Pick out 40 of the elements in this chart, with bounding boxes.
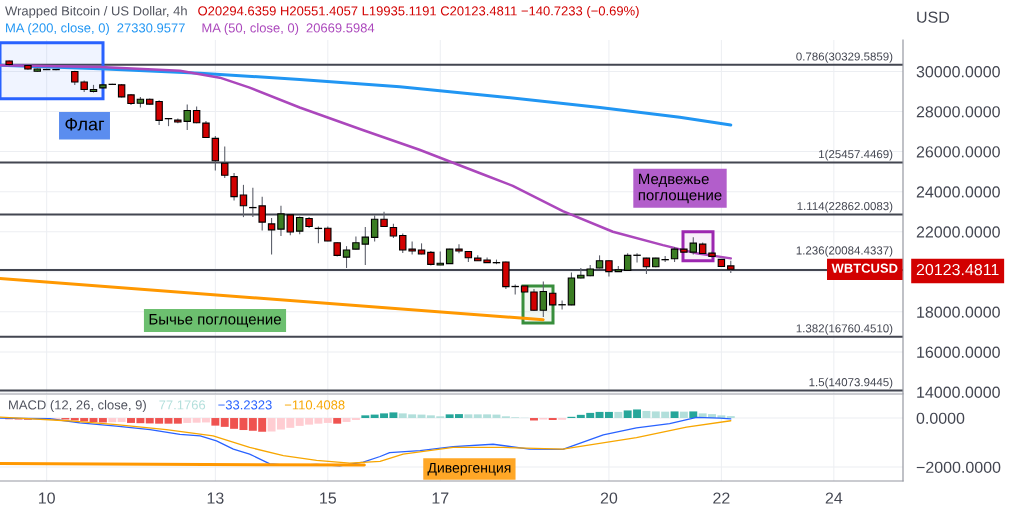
chart-title: Wrapped Bitcoin / US Dollar, 4h bbox=[5, 5, 187, 19]
y-tick-label: 24000.0000 bbox=[916, 186, 1000, 198]
x-tick-label: 10 bbox=[38, 492, 55, 504]
annotation: Дивергенция bbox=[427, 462, 511, 476]
text: WBTCUSD bbox=[831, 263, 898, 273]
annotation: Флаг bbox=[65, 117, 105, 131]
y-tick-label: 30000.0000 bbox=[916, 66, 1000, 78]
chart-subtitle: O20294.6359 H20551.4057 L19935.1191 C20123.4811 −140.7233 (−0.69%) bbox=[198, 5, 639, 19]
y-tick-label: 22000.0000 bbox=[916, 226, 1000, 238]
y-tick-label: 20123.4811 bbox=[916, 263, 999, 276]
y-tick-label: 14000.0000 bbox=[917, 386, 1000, 398]
ref-line-label: 1.114(22862.0083) bbox=[797, 201, 893, 213]
text: MA (50, close, 0) bbox=[202, 22, 299, 36]
annotation: −33.2323 bbox=[218, 400, 272, 410]
text: 20669.5984 bbox=[306, 23, 375, 33]
annotation: 77.1766 bbox=[159, 400, 206, 410]
y-axis-title: USD bbox=[917, 11, 950, 23]
ref-line-label: 1.5(14073.9445) bbox=[809, 377, 893, 389]
ref-line-label: 0.786(30329.5859) bbox=[796, 52, 893, 63]
chart-title: MACD (12, 26, close, 9) bbox=[9, 399, 146, 413]
annotation: Медвежье поглощение bbox=[638, 173, 722, 204]
x-tick-label: 24 bbox=[825, 492, 843, 504]
y-tick-label: 16000.0000 bbox=[917, 346, 1000, 358]
annotation: −110.4088 bbox=[284, 400, 345, 410]
x-tick-label: 20 bbox=[600, 492, 618, 504]
y-tick-label: 18000.0000 bbox=[917, 306, 1000, 318]
y-tick-label: 0.0000 bbox=[916, 412, 965, 424]
annotation: Бычье поглощение bbox=[149, 314, 281, 328]
x-tick-label: 13 bbox=[207, 492, 224, 504]
ref-line-label: 1(25457.4469) bbox=[819, 149, 893, 161]
x-tick-label: 22 bbox=[713, 492, 730, 504]
text: MA (200, close, 0) bbox=[6, 22, 109, 36]
ref-line-label: 1.236(20084.4337) bbox=[796, 246, 893, 257]
y-tick-label: 26000.0000 bbox=[916, 146, 1000, 158]
x-tick-label: 17 bbox=[432, 492, 449, 504]
x-tick-label: 15 bbox=[320, 492, 337, 504]
y-tick-label: −2000.0000 bbox=[916, 461, 1001, 473]
text: 27330.9577 bbox=[117, 23, 185, 33]
ref-line-label: 1.382(16760.4510) bbox=[796, 323, 893, 335]
y-tick-label: 28000.0000 bbox=[916, 106, 1000, 118]
